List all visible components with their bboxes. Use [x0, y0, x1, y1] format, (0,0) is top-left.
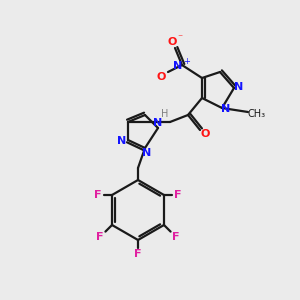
Text: O: O — [200, 129, 210, 139]
Text: N: N — [173, 61, 183, 71]
Text: F: F — [172, 232, 180, 242]
Text: H: H — [161, 109, 169, 119]
Text: N: N — [234, 82, 244, 92]
Text: F: F — [174, 190, 182, 200]
Text: N: N — [153, 118, 163, 128]
Text: +: + — [184, 56, 190, 65]
Text: O: O — [156, 72, 166, 82]
Text: F: F — [134, 249, 142, 259]
Text: F: F — [94, 190, 102, 200]
Text: F: F — [96, 232, 104, 242]
Text: N: N — [117, 136, 127, 146]
Text: O: O — [167, 37, 177, 47]
Text: N: N — [142, 148, 152, 158]
Text: CH₃: CH₃ — [248, 109, 266, 119]
Text: ⁻: ⁻ — [177, 33, 183, 43]
Text: N: N — [221, 104, 231, 114]
